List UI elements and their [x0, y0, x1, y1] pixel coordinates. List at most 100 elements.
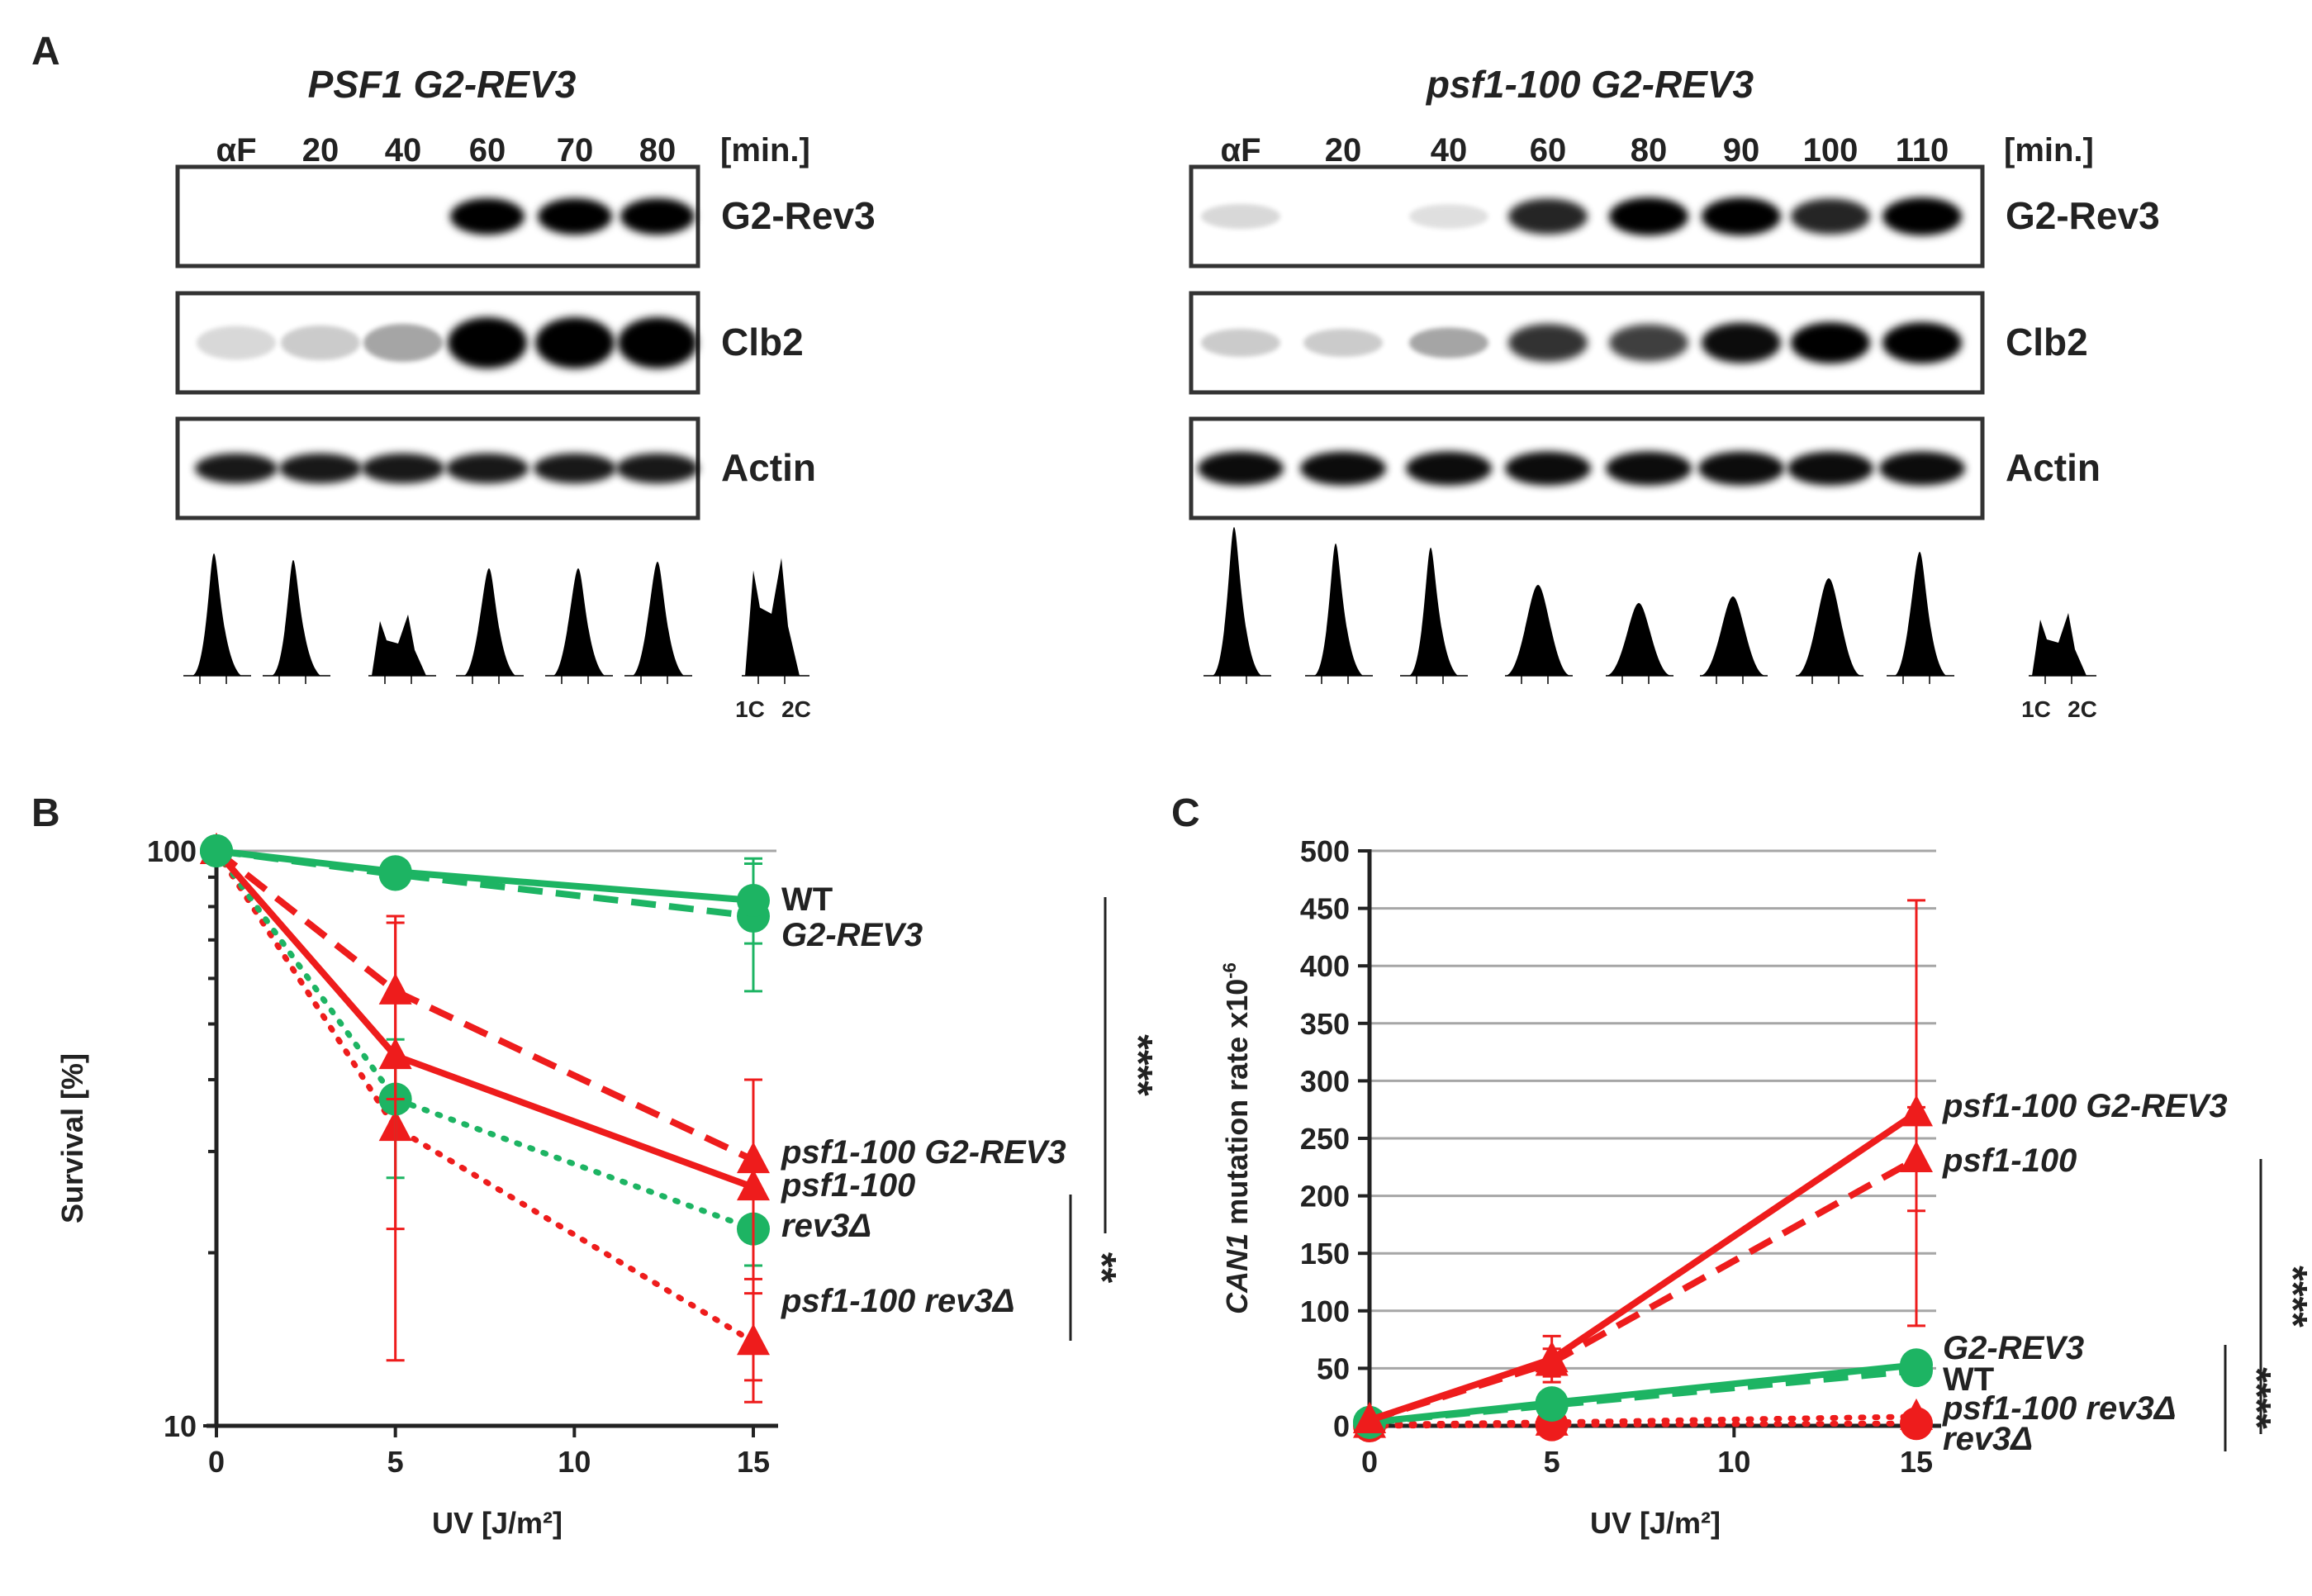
data-point	[1900, 1348, 1933, 1382]
y-axis-label: CAN1 mutation rate x10-6	[1219, 962, 1254, 1314]
dna-histogram	[1700, 596, 1768, 684]
band	[446, 453, 529, 484]
band	[538, 198, 612, 235]
series-line	[213, 848, 755, 1190]
series-label: WT	[781, 881, 833, 918]
band	[535, 317, 615, 368]
panel-a-letter: A	[31, 30, 60, 74]
dna-histogram	[263, 560, 330, 684]
y-tick-label: 450	[1300, 892, 1350, 926]
series-label: rev3Δ	[781, 1208, 871, 1244]
band	[450, 198, 525, 235]
histogram-peak	[1212, 527, 1261, 676]
dna-histogram	[624, 562, 692, 684]
dna-histogram	[1505, 585, 1573, 684]
series-psf1-100	[200, 833, 770, 1382]
y-tick-label: 300	[1300, 1064, 1350, 1098]
band	[1609, 197, 1688, 235]
data-point	[1535, 1341, 1569, 1373]
data-point	[1353, 1402, 1386, 1434]
band	[1702, 197, 1781, 235]
lane-label: 40	[385, 132, 422, 169]
lane-label: 80	[639, 132, 677, 169]
band	[1201, 329, 1280, 357]
band	[1879, 451, 1965, 486]
dna-histogram	[183, 553, 251, 684]
series-label: G2-REV3	[1943, 1330, 2084, 1366]
dna-histogram	[2029, 613, 2096, 684]
y-tick-label: 0	[1333, 1409, 1350, 1443]
y-tick-label: 10	[164, 1409, 197, 1443]
y-tick-label: 400	[1300, 949, 1350, 983]
series-line	[216, 848, 754, 904]
dna-histogram	[545, 568, 613, 684]
dna-label-1c: 1C	[735, 696, 765, 722]
series-label: psf1-100 G2-REV3	[781, 1134, 1066, 1171]
series-psf1-100-rev3-	[1353, 1398, 1933, 1438]
x-axis-label: UV [J/m²]	[1590, 1506, 1721, 1540]
band	[281, 325, 360, 361]
dna-histogram	[368, 614, 436, 684]
histogram-peak	[2032, 613, 2086, 676]
histogram-peak	[1408, 548, 1458, 676]
band	[1409, 327, 1488, 359]
dna-histogram	[1606, 603, 1673, 684]
lane-label: 40	[1431, 132, 1468, 169]
blot-label: Actin	[721, 446, 816, 489]
band	[1303, 329, 1383, 357]
y-tick-label: 500	[1300, 834, 1350, 868]
series-label: psf1-100	[1942, 1142, 2077, 1179]
lane-label: αF	[1220, 132, 1260, 169]
band	[1201, 203, 1280, 230]
histogram-peak	[464, 568, 515, 676]
blot-bands	[1198, 451, 1965, 486]
data-point	[737, 1142, 770, 1174]
band	[1300, 451, 1386, 486]
dna-histogram	[456, 568, 524, 684]
series-label: psf1-100 G2-REV3	[1942, 1088, 2228, 1124]
panel-b-letter: B	[31, 791, 60, 835]
significance-stars: ****	[2271, 1266, 2312, 1328]
blot-bands	[195, 453, 699, 484]
y-tick-label: 200	[1300, 1180, 1350, 1214]
band	[448, 317, 527, 368]
series-psf1-100-rev3-	[200, 833, 770, 1404]
y-axis-label: Survival [%]	[55, 1053, 89, 1223]
band	[1606, 451, 1692, 486]
dna-histogram	[1203, 527, 1271, 684]
mutation-rate-chart: 0 50 100 150 200 250 300 350 400 450 500 0 5 10 15 UV […	[1219, 834, 2312, 1540]
series-psf1-100	[1353, 1105, 1933, 1434]
series-label: WT	[1943, 1361, 1994, 1398]
histogram-peak	[372, 614, 426, 676]
histogram-peak	[192, 553, 241, 676]
series-label: psf1-100	[781, 1167, 915, 1204]
band	[1698, 451, 1784, 486]
series-wt	[200, 834, 770, 945]
data-point	[378, 855, 412, 889]
histogram-peak	[1313, 544, 1363, 676]
band	[362, 453, 444, 484]
dna-histogram	[1305, 544, 1373, 684]
significance-stars: ****	[1116, 1034, 1160, 1096]
x-tick-label: 5	[387, 1445, 404, 1479]
significance-stars: **	[1080, 1252, 1123, 1284]
band	[1505, 451, 1591, 486]
x-tick-label: 10	[1717, 1445, 1750, 1479]
lane-label: 70	[557, 132, 594, 169]
blot-title: PSF1 G2-REV3	[308, 63, 577, 106]
x-tick-label: 15	[1900, 1445, 1933, 1479]
series-line	[213, 848, 757, 1233]
band	[197, 325, 276, 360]
histogram-peak	[1505, 585, 1571, 676]
blot-title: psf1-100 G2-REV3	[1425, 63, 1754, 106]
series-label: psf1-100 rev3Δ	[781, 1283, 1015, 1319]
dna-label-1c: 1C	[2021, 696, 2051, 722]
histogram-peak	[1796, 578, 1862, 676]
histogram-peak	[1700, 596, 1766, 676]
band	[279, 453, 362, 484]
band	[363, 324, 443, 362]
band	[1508, 198, 1588, 235]
lane-label: 20	[1325, 132, 1362, 169]
x-tick-label: 15	[737, 1445, 770, 1479]
band	[1882, 197, 1962, 235]
